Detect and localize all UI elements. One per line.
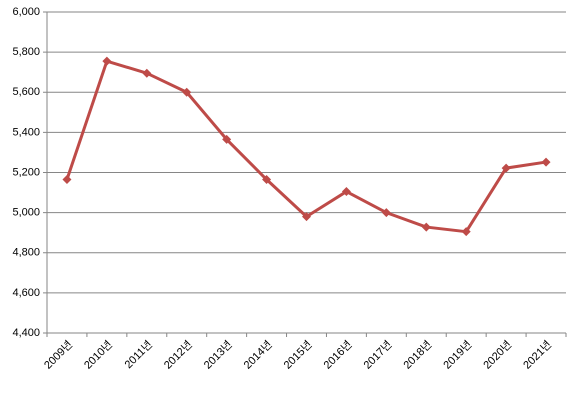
y-tick-label: 5,200 <box>12 166 40 178</box>
marker <box>381 208 391 218</box>
marker <box>62 175 72 185</box>
marker <box>501 163 511 173</box>
marker <box>421 222 431 232</box>
marker <box>142 68 152 78</box>
x-tick-label: 2015년 <box>281 338 315 372</box>
marker <box>102 56 112 66</box>
marker <box>302 212 311 222</box>
x-tick-label: 2011년 <box>122 338 155 371</box>
marker <box>222 134 232 144</box>
marker <box>182 87 192 97</box>
line <box>65 59 547 234</box>
y-tick-label: 6,000 <box>12 6 40 18</box>
x-tick-label: 2018년 <box>401 338 435 372</box>
x-tick-label: 2017년 <box>361 338 395 372</box>
marker <box>461 227 471 237</box>
x-tick-label: 2010년 <box>81 338 115 372</box>
x-tick-label: 2014년 <box>241 338 275 372</box>
marker <box>341 187 351 197</box>
y-tick-label: 5,600 <box>12 86 40 98</box>
y-tick-label: 4,800 <box>12 247 40 259</box>
x-tick-label: 2016년 <box>321 338 355 372</box>
y-tick-label: 4,600 <box>12 287 40 299</box>
x-tick-label: 2021년 <box>521 338 555 372</box>
x-tick-label: 2020년 <box>481 338 515 372</box>
x-tick-label: 2019년 <box>441 338 475 372</box>
x-tick-label: 2012년 <box>161 338 195 372</box>
marker <box>262 175 272 185</box>
y-tick-label: 5,400 <box>12 126 40 138</box>
y-tick-label: 5,800 <box>12 46 40 58</box>
marker <box>541 157 551 167</box>
x-tick-label: 2009년 <box>41 338 75 372</box>
y-tick-label: 5,000 <box>12 207 40 219</box>
x-tick-label: 2013년 <box>201 338 235 372</box>
y-tick-label: 4,400 <box>12 327 40 339</box>
